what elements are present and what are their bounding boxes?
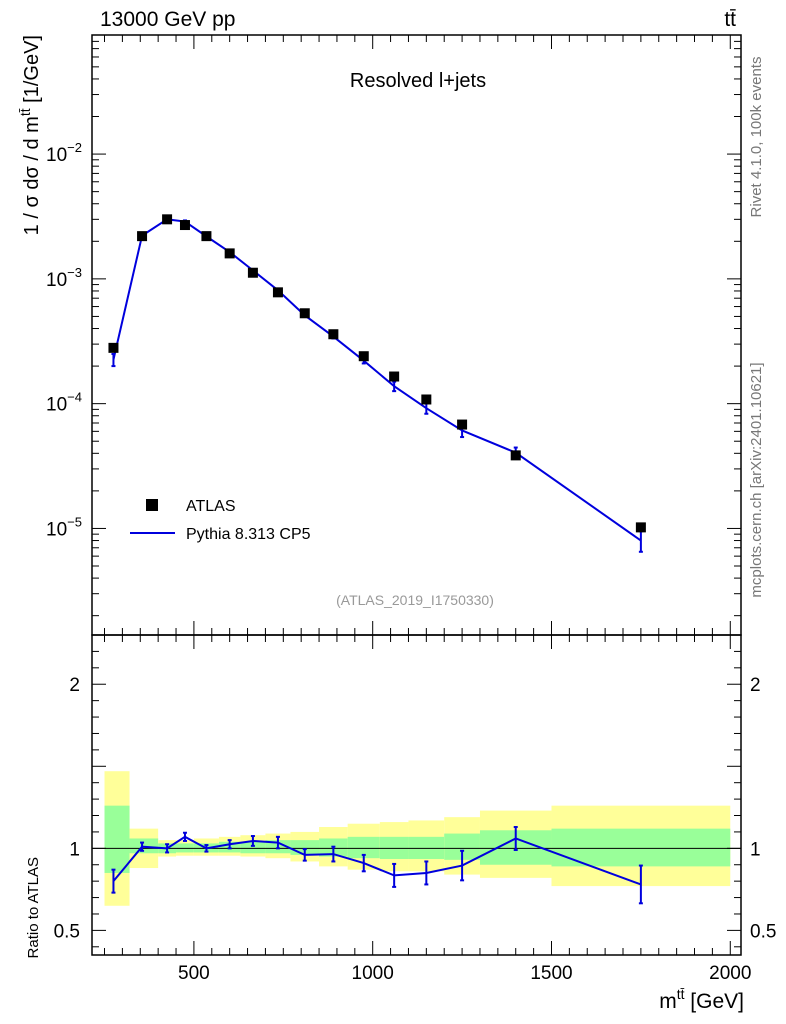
atlas-data-point	[299, 308, 310, 319]
main-y-tick-label: 10−3	[46, 265, 82, 291]
atlas-data-point	[179, 220, 190, 231]
atlas-data-point	[421, 394, 432, 405]
inner-band-bin	[104, 805, 130, 873]
atlas-data-point	[635, 522, 646, 533]
main-y-tick-label: 10−5	[46, 514, 82, 540]
x-tick-label: 1000	[352, 963, 394, 984]
legend-atlas-marker	[146, 499, 158, 511]
axis-tick-labels: 500 1000 1500 2000 0.5 0.5 1 1 2 2 10−5 10−4 10−3 10−…	[46, 140, 776, 984]
ratio-plot-frame	[91, 634, 742, 956]
atlas-data-point	[224, 248, 235, 259]
main-y-tick-label: 10−2	[46, 140, 82, 166]
atlas-data-point	[108, 342, 119, 353]
atlas-data-point	[247, 267, 258, 278]
atlas-data-point	[272, 287, 283, 298]
main-series-group	[108, 214, 646, 553]
analysis-watermark: (ATLAS_2019_I1750330)	[336, 592, 494, 608]
x-tick-label: 500	[178, 963, 210, 984]
legend: ATLAS Pythia 8.313 CP5	[130, 498, 311, 543]
ratio-y-tick-label: 2	[69, 675, 80, 696]
ratio-series-line	[112, 835, 642, 886]
atlas-data-point	[457, 419, 468, 430]
ratio-y-tick-label: 1	[750, 839, 761, 860]
main-plot-frame	[91, 34, 742, 636]
legend-pythia-label: Pythia 8.313 CP5	[186, 526, 311, 543]
header-energy-label: 13000 GeV pp	[100, 8, 235, 31]
main-plot-title: Resolved l+jets	[350, 70, 486, 92]
inner-band-bin	[551, 828, 731, 867]
ratio-y-axis-label: Ratio to ATLAS	[25, 857, 42, 958]
ratio-uncertainty-bands	[104, 771, 731, 906]
atlas-data-point	[358, 351, 369, 362]
inner-band-bin	[240, 841, 266, 854]
atlas-data-point	[510, 450, 521, 461]
mcplots-label: mcplots.cern.ch [arXiv:2401.10621]	[748, 362, 765, 597]
inner-band-bin	[347, 836, 380, 859]
ratio-y-tick-label: 0.5	[54, 921, 80, 942]
pythia-line	[112, 218, 642, 542]
main-y-tick-label: 10−4	[46, 390, 82, 416]
axis-ticks	[92, 34, 741, 955]
x-tick-label: 2000	[709, 963, 751, 984]
main-y-axis-label: 1 / σ dσ / d mtt̄ [1/GeV]	[17, 35, 43, 235]
atlas-data-point	[201, 231, 212, 242]
legend-atlas-label: ATLAS	[186, 498, 236, 515]
ratio-y-tick-label: 2	[750, 675, 761, 696]
header-process-label: tt̄	[724, 8, 736, 31]
rivet-version-label: Rivet 4.1.0, 100k events	[748, 57, 765, 218]
atlas-data-point	[328, 329, 339, 340]
ratio-series-group	[111, 826, 643, 905]
atlas-data-point	[162, 214, 173, 225]
atlas-data-point	[137, 231, 148, 242]
x-tick-label: 1500	[530, 963, 572, 984]
ratio-y-tick-label: 1	[69, 839, 80, 860]
atlas-data-point	[389, 371, 400, 382]
x-axis-label: mtt̄ [GeV]	[659, 986, 744, 1013]
ratio-y-tick-label: 0.5	[750, 921, 776, 942]
